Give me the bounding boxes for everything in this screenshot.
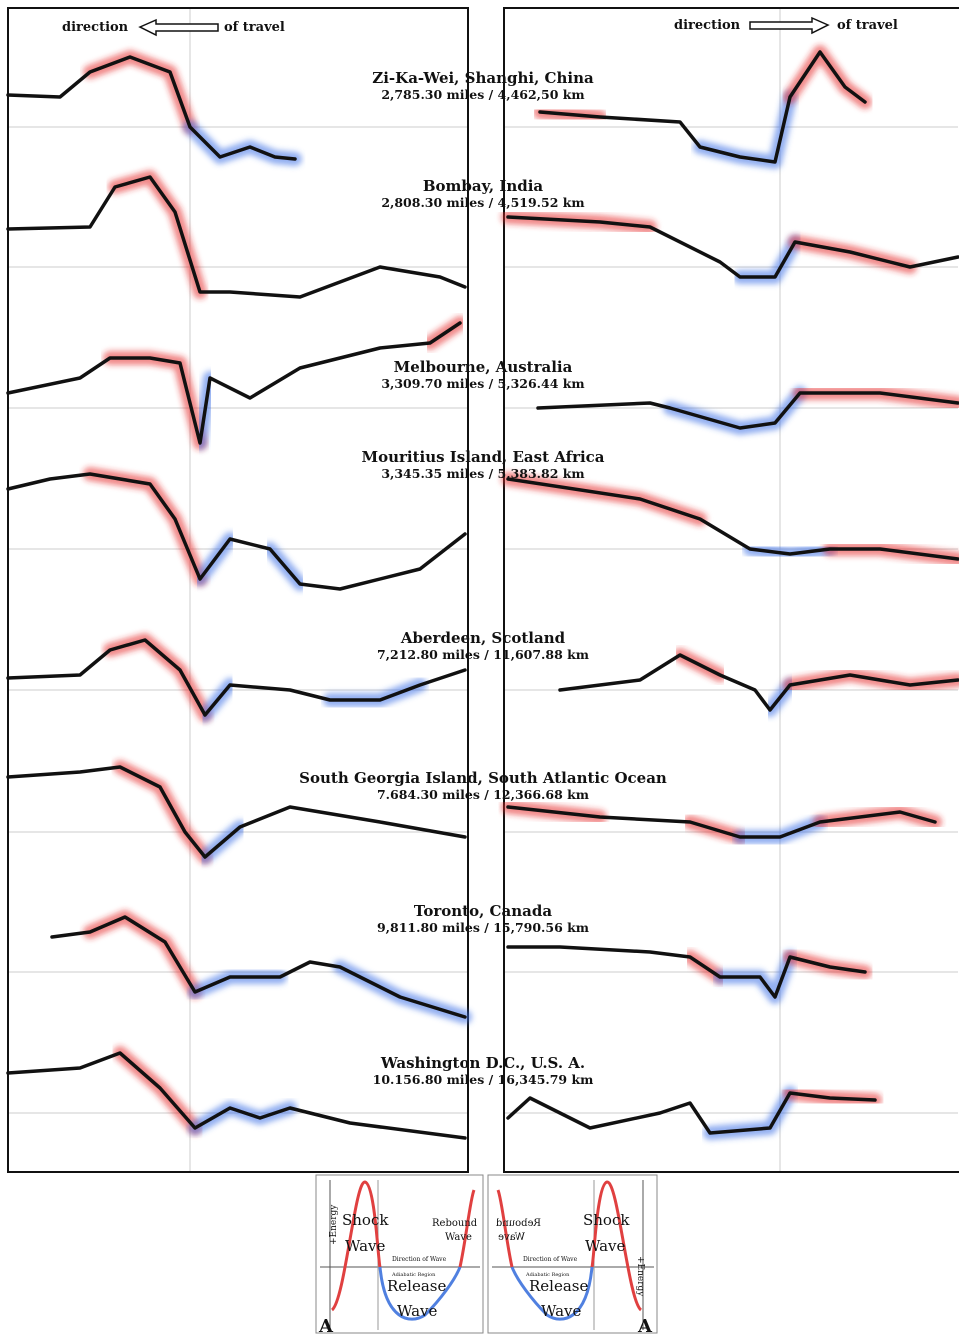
legend-right: +Energy Shock Wave Rebound Wave Directio… bbox=[488, 1175, 657, 1336]
station-name: Mouritius Island, East Africa bbox=[361, 448, 604, 466]
legend-text: Wave bbox=[397, 1302, 438, 1320]
arrow-right bbox=[750, 18, 828, 33]
station-name: South Georgia Island, South Atlantic Oce… bbox=[299, 769, 667, 787]
legend-text: Rebound bbox=[495, 1218, 541, 1229]
legend-corner: A bbox=[637, 1316, 653, 1336]
wave-glow bbox=[330, 685, 420, 700]
legend-text: Shock bbox=[342, 1211, 389, 1229]
legend-text: Rebound bbox=[432, 1218, 478, 1229]
station-name: Washington D.C., U.S. A. bbox=[380, 1054, 585, 1072]
station-distance: 9,811.80 miles / 15,790.56 km bbox=[377, 920, 589, 935]
station-distance: 7,212.80 miles / 11,607.88 km bbox=[377, 647, 589, 662]
station-name: Melbourne, Australia bbox=[394, 358, 573, 376]
wave-trace bbox=[560, 655, 958, 710]
legend-text: Wave bbox=[345, 1237, 386, 1255]
station-name: Aberdeen, Scotland bbox=[400, 629, 566, 647]
wave-glow bbox=[110, 358, 200, 443]
legend-text: +Energy bbox=[635, 1256, 645, 1297]
wave-glow bbox=[195, 977, 280, 992]
station-distance: 10.156.80 miles / 16,345.79 km bbox=[373, 1072, 594, 1087]
right-panel bbox=[504, 8, 959, 1172]
station-name: Zi-Ka-Wei, Shanghi, China bbox=[372, 69, 594, 87]
legend-text: Direction of Wave bbox=[523, 1256, 578, 1263]
legend-text: Wave bbox=[541, 1302, 582, 1320]
header-text: direction bbox=[674, 18, 741, 33]
wave-glow bbox=[90, 474, 200, 579]
header-text: direction bbox=[62, 20, 129, 35]
legend-corner: A bbox=[318, 1316, 334, 1336]
station-distance: 2,808.30 miles / 4,519.52 km bbox=[381, 195, 584, 210]
station-distance: 2,785.30 miles / 4,462,50 km bbox=[381, 87, 584, 102]
station-name: Toronto, Canada bbox=[414, 902, 552, 920]
legend-text: Release bbox=[387, 1277, 446, 1295]
legend-text: Wave bbox=[498, 1232, 525, 1243]
arrow-left bbox=[140, 20, 218, 35]
legend-left: +Energy Shock Wave Rebound Wave Directio… bbox=[316, 1175, 483, 1336]
station-name: Bombay, India bbox=[423, 177, 544, 195]
legend-text: Shock bbox=[583, 1211, 630, 1229]
legend-text: Release bbox=[529, 1277, 588, 1295]
legend-text: +Energy bbox=[329, 1204, 339, 1245]
station-distance: 3,345.35 miles / 5,383.82 km bbox=[381, 466, 584, 481]
legend-text: Direction of Wave bbox=[392, 1256, 447, 1263]
wave-trace bbox=[8, 474, 465, 589]
header-text: of travel bbox=[837, 18, 898, 33]
station-distance: 3,309.70 miles / 5,326.44 km bbox=[381, 376, 584, 391]
legend-text: Wave bbox=[585, 1237, 626, 1255]
station-distance: 7.684.30 miles / 12,366.68 km bbox=[377, 787, 589, 802]
header-text: of travel bbox=[224, 20, 285, 35]
traces bbox=[8, 52, 958, 1138]
seismogram-diagram: direction of travel direction of travel … bbox=[0, 0, 959, 1336]
legend-text: Wave bbox=[445, 1232, 472, 1243]
wave-glow bbox=[115, 177, 200, 292]
